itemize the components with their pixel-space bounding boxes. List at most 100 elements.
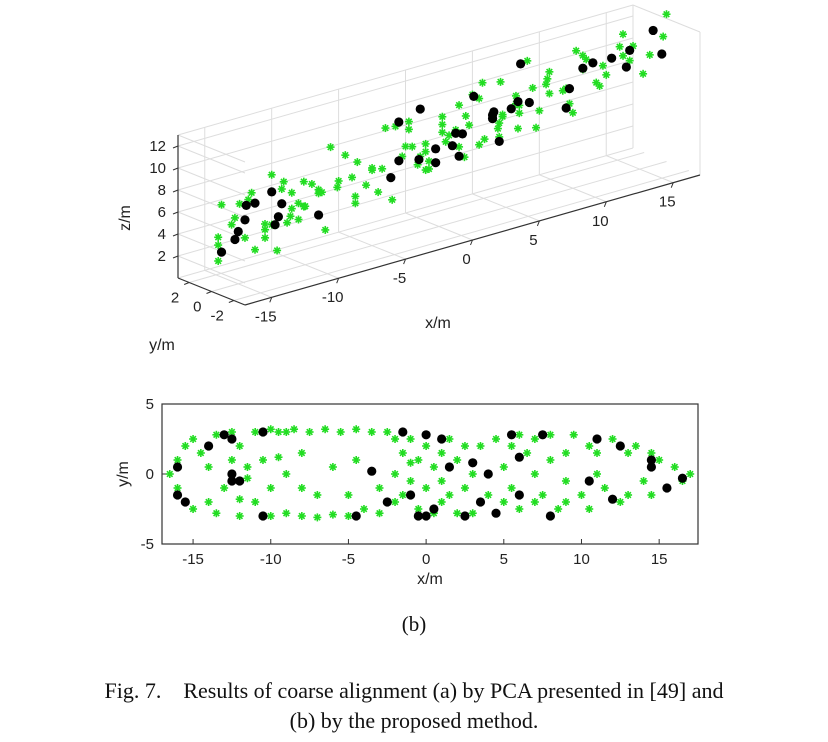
black-point-2d [468, 458, 478, 468]
black-point-2d [607, 494, 618, 504]
black-point-2d [398, 427, 408, 437]
black-point-2d [235, 476, 245, 486]
black-point-3d [657, 49, 667, 59]
green-point-3d [421, 147, 430, 156]
green-point-2d [468, 470, 477, 478]
black-point-3d [648, 25, 658, 36]
x-tick-label-2d: 0 [422, 551, 430, 568]
black-point-3d [273, 212, 283, 222]
green-point-2d [507, 442, 516, 450]
x-axis-label-2d: x/m [417, 571, 443, 588]
green-point-3d [461, 111, 470, 120]
grid-line [177, 59, 634, 191]
green-point-2d [344, 512, 353, 520]
grid-line [177, 211, 246, 240]
green-point-3d [523, 56, 532, 65]
green-point-3d [625, 56, 634, 65]
x-tick-label-3d: -5 [393, 270, 406, 287]
x-tick-mark-3d [269, 297, 273, 303]
green-point-2d [460, 484, 469, 492]
black-point-3d [621, 62, 631, 72]
green-point-2d [670, 463, 679, 471]
black-point-3d [516, 59, 526, 69]
y-tick-label-3d: 0 [193, 299, 201, 316]
x-tick-label-2d: 5 [500, 551, 508, 568]
x-tick-label-3d: 10 [592, 213, 609, 230]
black-point-3d [270, 220, 280, 230]
green-point-2d [297, 484, 306, 492]
grid-line [189, 152, 645, 283]
green-point-2d [383, 428, 392, 436]
black-point-2d [405, 490, 416, 500]
green-point-3d [217, 200, 226, 209]
green-point-3d [421, 139, 430, 148]
black-point-3d [578, 63, 588, 73]
green-point-2d [515, 505, 524, 513]
z-tick-mark-3d [172, 167, 179, 171]
green-point-2d [367, 428, 376, 436]
green-point-2d [406, 458, 415, 467]
green-point-2d [476, 442, 485, 450]
black-point-2d [677, 473, 688, 483]
black-point-3d [241, 200, 251, 210]
black-point-3d [469, 91, 479, 101]
green-point-2d [398, 449, 407, 457]
green-point-3d [230, 213, 239, 222]
z-tick-label-3d: 10 [149, 160, 166, 177]
z-tick-label-3d: 4 [158, 226, 166, 243]
green-point-3d [493, 124, 502, 133]
plot-2d-frame [161, 403, 699, 545]
green-point-3d [515, 109, 524, 118]
grid-3d [177, 4, 701, 306]
green-point-2d [422, 484, 431, 492]
green-point-3d [294, 199, 303, 208]
x-tick-label-3d: 0 [462, 251, 470, 268]
z-tick-mark-3d [172, 189, 179, 193]
green-point-2d [227, 456, 236, 464]
green-point-2d [523, 449, 532, 457]
black-point-3d [415, 104, 425, 114]
green-point-3d [568, 108, 577, 117]
green-point-3d [498, 112, 507, 121]
green-point-2d [639, 477, 648, 485]
grid-line [177, 134, 246, 163]
green-point-2d [437, 477, 446, 485]
green-point-2d [375, 509, 384, 518]
green-point-2d [220, 484, 229, 492]
x-tick-label-3d: 15 [659, 194, 676, 211]
black-point-2d [227, 434, 237, 444]
green-point-2d [251, 498, 260, 506]
black-point-2d [514, 490, 524, 500]
green-point-2d [686, 470, 695, 478]
green-point-3d [321, 225, 330, 234]
green-point-3d [267, 170, 276, 179]
black-point-2d [413, 511, 423, 521]
black-point-3d [394, 156, 404, 166]
z-tick-label-3d: 6 [158, 204, 166, 221]
green-point-2d [484, 491, 493, 499]
green-point-3d [348, 173, 357, 182]
green-point-2d [359, 505, 368, 513]
green-point-3d [401, 142, 410, 151]
green-point-3d [455, 101, 464, 110]
green-point-3d [475, 140, 484, 149]
green-point-3d [283, 218, 292, 227]
green-point-2d [212, 509, 221, 518]
black-point-2d [227, 469, 237, 479]
green-point-3d [227, 220, 236, 229]
green-point-3d [326, 143, 335, 152]
z-tick-label-3d: 8 [158, 182, 166, 199]
green-point-3d [639, 69, 648, 78]
green-point-3d [368, 164, 377, 173]
green-point-2d [189, 505, 198, 513]
black-point-3d [414, 154, 424, 165]
black-point-2d [258, 511, 268, 521]
y-axis-label-2d: y/m [115, 461, 132, 487]
y-tick-mark-3d [206, 291, 212, 294]
z-tick-mark-3d [172, 211, 179, 215]
green-point-3d [261, 233, 270, 242]
black-point-2d [545, 511, 556, 521]
z-axis-label: z/m [117, 205, 134, 231]
green-point-2d [328, 463, 337, 471]
